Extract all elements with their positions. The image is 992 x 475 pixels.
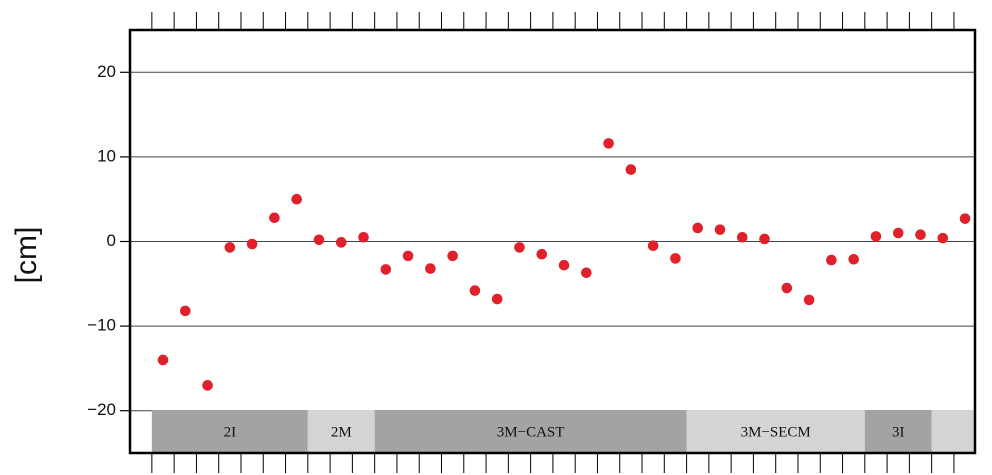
group-label: 3I (892, 424, 905, 440)
point (491, 293, 503, 305)
point (603, 138, 614, 149)
point (892, 227, 904, 239)
point (514, 242, 525, 253)
point (736, 231, 748, 243)
point (937, 232, 949, 244)
y-axis-label: [cm] (10, 227, 43, 284)
group-label: 3M−CAST (497, 424, 565, 440)
point (625, 164, 637, 175)
point (692, 222, 704, 234)
point (581, 267, 592, 279)
group-band (864, 410, 932, 453)
point (224, 242, 236, 253)
point (670, 253, 681, 264)
group-bands (151, 410, 975, 453)
point (536, 248, 548, 260)
group-band (374, 410, 687, 453)
point (826, 254, 837, 266)
group-band (151, 410, 308, 453)
point (759, 233, 770, 245)
point (380, 264, 392, 275)
point (647, 240, 659, 252)
y-tick-label: 10 (97, 146, 116, 165)
point (959, 213, 971, 224)
points (157, 138, 971, 391)
point (246, 238, 258, 250)
point (781, 282, 793, 294)
y-tick-label: −10 (87, 316, 116, 335)
point (469, 285, 481, 296)
point (202, 380, 213, 391)
group-band (686, 410, 865, 453)
point (179, 305, 191, 317)
point (313, 234, 325, 246)
point (157, 354, 169, 366)
point (848, 253, 859, 265)
point (558, 259, 570, 271)
group-band (931, 410, 975, 453)
point (358, 231, 369, 243)
point (915, 229, 926, 241)
y-tick-label: −20 (87, 400, 116, 419)
point (425, 263, 436, 274)
point (870, 231, 882, 242)
group-band (307, 410, 375, 453)
point (402, 250, 414, 262)
group-label: 3M−SECM (741, 424, 811, 440)
group-label: 2I (224, 424, 237, 440)
group-label: 2M (331, 424, 352, 440)
point (714, 224, 726, 235)
point (803, 294, 815, 306)
y-tick-label: 0 (107, 231, 116, 250)
y-tick-label: 20 (97, 62, 116, 81)
point (447, 250, 458, 262)
point (291, 193, 302, 205)
point (269, 212, 280, 224)
point (335, 237, 347, 248)
